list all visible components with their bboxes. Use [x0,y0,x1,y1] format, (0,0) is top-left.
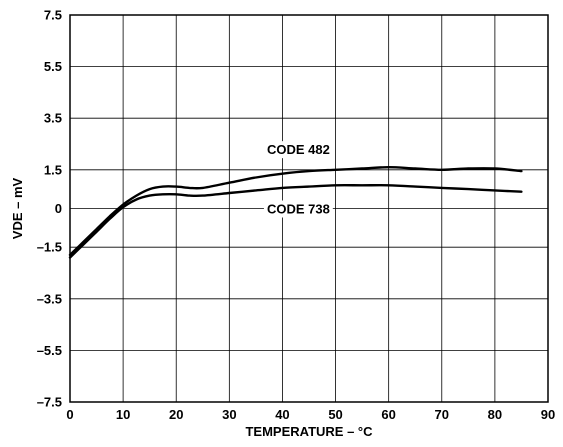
y-tick-label: –7.5 [37,395,62,410]
x-tick-label: 30 [222,407,236,422]
y-tick-label: –3.5 [37,291,62,306]
y-tick-label: 0 [55,201,62,216]
y-tick-label: –1.5 [37,240,62,255]
y-tick-label: 1.5 [44,162,62,177]
series-label-text: CODE 482 [267,142,330,157]
x-tick-label: 70 [435,407,449,422]
x-tick-label: 40 [275,407,289,422]
y-tick-label: –5.5 [37,343,62,358]
series-label-background [263,200,333,218]
y-axis-title: VDE – mV [10,177,25,239]
x-tick-label: 10 [116,407,130,422]
x-tick-label: 0 [66,407,73,422]
y-tick-label: 5.5 [44,59,62,74]
plot-frame [69,14,549,403]
series-labels: CODE 482 CODE 738 [263,141,333,218]
x-axis-title: TEMPERATURE – °C [245,424,373,439]
series-label: CODE 738 [263,200,333,218]
x-tick-label: 20 [169,407,183,422]
series-label: CODE 482 [263,141,333,159]
series-layer [68,166,523,259]
y-tick-label: 7.5 [44,8,62,23]
series-line-1 [68,166,523,257]
x-tick-label: 90 [541,407,555,422]
x-tick-label: 50 [328,407,342,422]
series-label-background [263,141,333,159]
x-tick-labels: 0 10 20 30 40 50 60 70 80 90 [66,407,555,422]
y-tick-label: 3.5 [44,111,62,126]
x-tick-label: 80 [488,407,502,422]
x-tick-label: 60 [381,407,395,422]
series-label-text: CODE 738 [267,202,330,217]
y-tick-labels: 7.5 5.5 3.5 1.5 0 –1.5 –3.5 –5.5 –7.5 [37,8,62,410]
series-line-2 [68,184,523,259]
